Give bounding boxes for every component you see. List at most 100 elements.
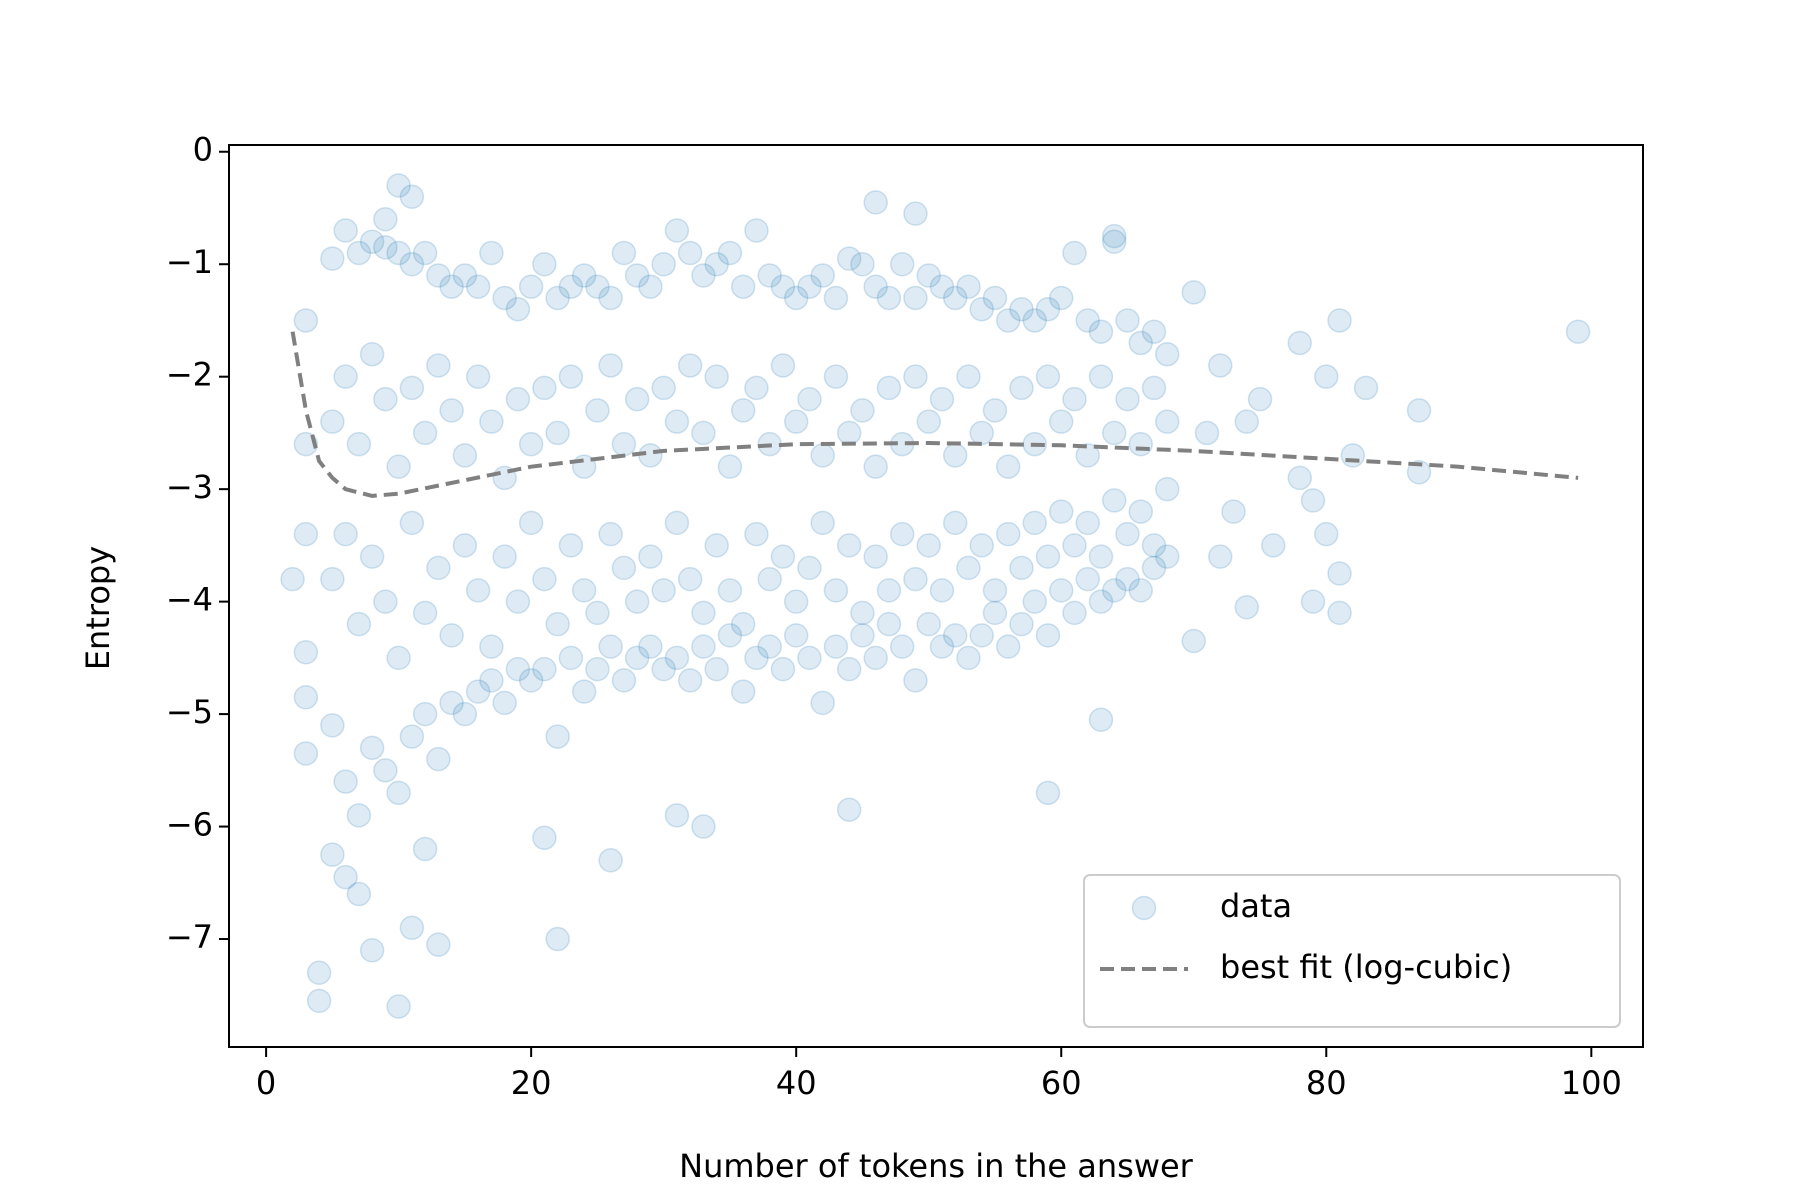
data-point (783, 409, 809, 434)
data-point (916, 263, 941, 288)
data-point (850, 623, 875, 648)
data-point (1048, 578, 1074, 603)
data-point (1128, 431, 1153, 457)
data-point (836, 420, 862, 446)
data-point (956, 274, 981, 299)
data-point (333, 218, 358, 243)
data-point (1075, 510, 1100, 536)
data-point (1115, 521, 1140, 547)
data-point (1141, 375, 1167, 401)
data-point (452, 263, 478, 288)
data-point (624, 263, 650, 288)
x-tick-label: 20 (511, 1064, 552, 1102)
data-point (1088, 544, 1114, 569)
data-point (863, 274, 888, 299)
data-point (412, 836, 438, 862)
data-point (1181, 628, 1207, 654)
data-point (863, 454, 888, 479)
data-point (320, 566, 345, 592)
data-point (373, 206, 398, 232)
data-point (412, 701, 438, 727)
data-point (969, 623, 994, 648)
y-tick-label: −3 (166, 468, 213, 506)
data-point (1088, 319, 1114, 344)
data-point (1327, 561, 1352, 586)
data-point (373, 758, 398, 783)
data-point (823, 285, 849, 311)
data-point (532, 375, 557, 401)
data-point (320, 713, 345, 738)
data-point (545, 724, 570, 749)
data-point (704, 251, 729, 277)
data-point (876, 578, 902, 603)
data-point (1154, 476, 1180, 502)
fit-line (290, 331, 1579, 498)
data-point (836, 533, 862, 558)
data-point (717, 578, 743, 603)
data-point (1022, 589, 1047, 614)
legend-marker (1131, 895, 1157, 921)
data-point (611, 668, 637, 693)
data-point (386, 454, 411, 479)
data-point (399, 915, 425, 941)
data-point (691, 600, 716, 626)
data-point (942, 285, 968, 311)
data-point (1101, 578, 1127, 603)
data-point (452, 533, 478, 558)
y-tick-label: −2 (166, 356, 213, 394)
data-point (1287, 465, 1313, 491)
data-point (1194, 420, 1220, 446)
data-point (333, 864, 358, 890)
y-tick-label: −4 (166, 581, 213, 619)
data-point (306, 988, 332, 1014)
data-point (1234, 594, 1260, 620)
data-point (492, 690, 517, 716)
data-point (320, 842, 345, 867)
data-point (863, 190, 888, 215)
y-tick-label: 0 (193, 131, 213, 169)
legend-label: best fit (log-cubic) (1220, 948, 1512, 986)
data-point (783, 623, 809, 648)
data-point (333, 364, 358, 389)
data-point (359, 735, 385, 761)
data-point (545, 926, 570, 952)
data-point (571, 263, 597, 288)
data-point (929, 274, 955, 299)
data-point (797, 274, 822, 299)
data-point (638, 544, 663, 569)
data-point (426, 555, 451, 581)
data-point (465, 364, 491, 389)
data-point (518, 668, 544, 693)
data-point (717, 623, 743, 648)
data-point (598, 634, 623, 659)
data-point (982, 600, 1008, 626)
data-point (783, 285, 809, 311)
data-point (280, 566, 305, 592)
data-point (903, 668, 928, 693)
data-point (571, 578, 597, 603)
data-point (1088, 364, 1114, 389)
data-point (823, 364, 849, 389)
data-point (757, 263, 782, 288)
data-point (1035, 623, 1061, 648)
data-point (1075, 443, 1100, 468)
data-point (783, 589, 809, 614)
data-point (704, 364, 729, 389)
data-point (492, 544, 517, 569)
data-point (651, 578, 676, 603)
data-point (373, 589, 398, 614)
data-point (545, 420, 570, 446)
data-point (399, 724, 425, 749)
line-layer (290, 331, 1579, 498)
data-point (1035, 780, 1061, 806)
data-point (691, 420, 716, 446)
data-point (1035, 364, 1061, 389)
data-point (850, 600, 875, 626)
data-point (293, 684, 319, 710)
data-point (1141, 533, 1167, 558)
data-point (969, 533, 994, 558)
data-point (386, 173, 411, 198)
data-point (1062, 386, 1087, 412)
data-point (664, 803, 690, 828)
